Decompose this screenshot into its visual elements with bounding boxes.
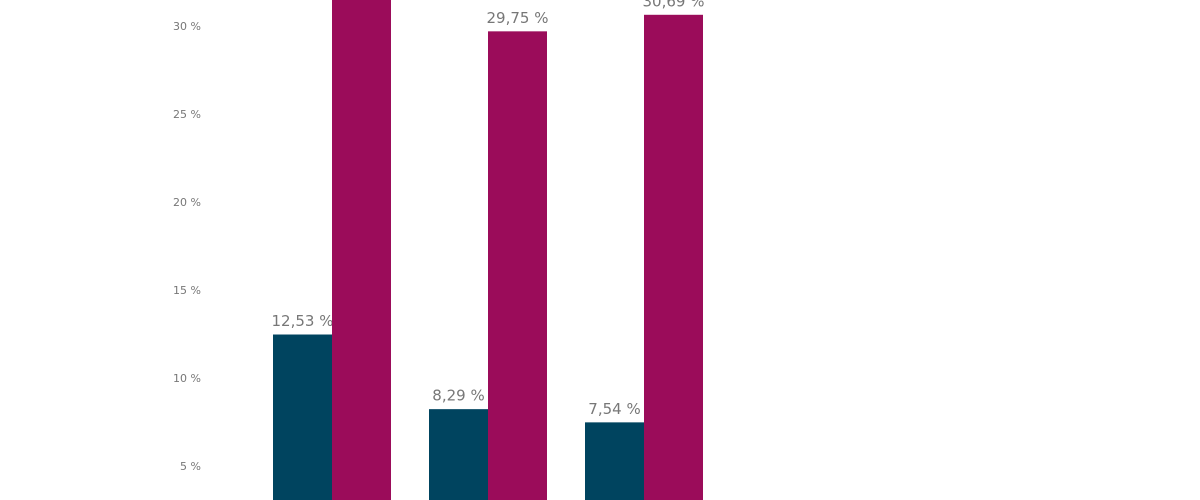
bar <box>332 0 391 500</box>
bar <box>429 409 488 500</box>
y-tick-label: 10 % <box>173 372 201 385</box>
data-label: 29,75 % <box>487 9 549 27</box>
bar <box>585 422 644 500</box>
bar <box>273 334 332 500</box>
y-tick-label: 5 % <box>180 460 201 473</box>
bar <box>644 14 703 500</box>
y-tick-label: 30 % <box>173 20 201 33</box>
y-tick-label: 20 % <box>173 196 201 209</box>
y-tick-label: 25 % <box>173 108 201 121</box>
y-tick-label: 15 % <box>173 284 201 297</box>
data-label: 8,29 % <box>432 387 484 405</box>
data-label: 7,54 % <box>588 400 640 418</box>
bar <box>488 31 547 500</box>
data-label: 12,53 % <box>272 312 334 330</box>
data-label: 30,69 % <box>643 0 705 10</box>
